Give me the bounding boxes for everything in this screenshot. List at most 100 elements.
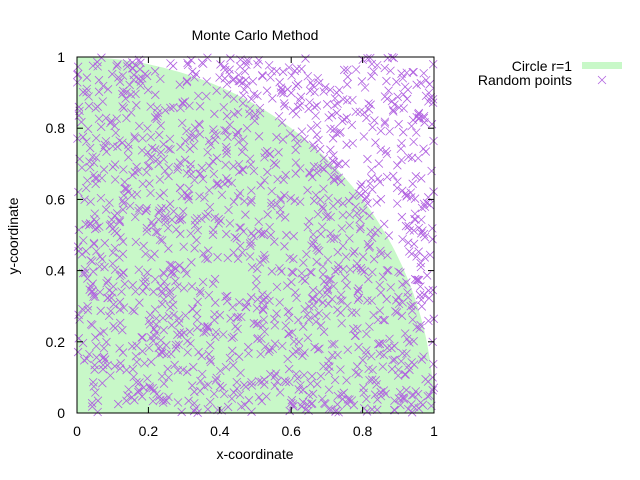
random-point <box>286 194 295 203</box>
random-point <box>127 190 137 200</box>
random-point <box>315 344 324 353</box>
random-point <box>99 143 109 153</box>
random-point <box>125 80 134 90</box>
random-point <box>141 282 151 292</box>
random-point <box>148 396 158 406</box>
random-point <box>151 90 160 100</box>
random-point <box>103 85 113 94</box>
random-point <box>232 384 242 393</box>
y-tick-labels: 0 0.2 0.4 0.6 0.8 1 <box>46 49 66 421</box>
random-point <box>156 121 166 130</box>
random-point <box>336 365 345 374</box>
random-point <box>89 170 99 180</box>
random-point <box>344 196 354 206</box>
random-point <box>245 104 255 114</box>
random-point <box>222 149 231 159</box>
random-point <box>202 91 211 101</box>
random-point <box>424 97 433 106</box>
random-point <box>88 61 98 71</box>
random-point <box>419 352 428 361</box>
random-point <box>98 97 108 106</box>
random-point <box>127 392 137 402</box>
random-point <box>271 369 281 378</box>
random-point <box>185 327 195 336</box>
random-point <box>424 293 434 303</box>
random-point <box>180 155 190 165</box>
random-point <box>330 124 339 134</box>
random-point <box>322 311 331 321</box>
y-tick-label: 0 <box>57 405 65 421</box>
random-point <box>402 190 412 200</box>
random-point <box>234 159 244 169</box>
random-point <box>296 92 306 102</box>
random-point <box>289 337 299 346</box>
random-point <box>94 75 104 85</box>
random-point <box>269 158 279 168</box>
random-point <box>235 298 244 307</box>
random-point <box>216 366 225 376</box>
random-point <box>319 327 329 337</box>
random-point <box>367 375 377 384</box>
random-point <box>147 217 156 227</box>
random-point <box>324 193 333 203</box>
random-point <box>298 351 307 361</box>
random-point <box>374 159 384 168</box>
random-point <box>118 71 128 80</box>
random-point <box>188 362 198 372</box>
random-point <box>182 367 192 377</box>
random-point <box>259 375 269 385</box>
random-point <box>155 349 164 359</box>
random-point <box>118 102 127 111</box>
random-point <box>357 180 366 189</box>
random-point <box>354 342 363 352</box>
random-point <box>312 101 322 110</box>
random-point <box>351 368 360 377</box>
random-point <box>376 246 385 256</box>
random-point <box>158 289 167 298</box>
random-point <box>380 315 389 325</box>
random-point <box>258 230 268 239</box>
random-point <box>187 55 196 65</box>
random-point <box>157 299 167 309</box>
random-point <box>318 204 328 214</box>
random-point <box>97 254 107 264</box>
random-point <box>230 232 240 242</box>
random-point <box>419 68 429 78</box>
random-point <box>90 360 99 370</box>
random-point <box>227 333 237 343</box>
random-point <box>178 98 187 107</box>
random-point <box>354 284 364 293</box>
random-point <box>384 231 394 240</box>
random-point <box>352 209 362 218</box>
random-point <box>177 407 186 417</box>
random-point <box>423 391 433 401</box>
random-point <box>79 356 89 365</box>
random-point <box>307 371 317 381</box>
random-point <box>411 172 421 181</box>
random-point <box>247 186 256 195</box>
random-point <box>416 174 426 183</box>
random-point <box>111 128 121 138</box>
random-point <box>122 58 132 68</box>
random-point <box>327 110 337 120</box>
random-point <box>294 345 304 355</box>
random-point <box>376 288 386 297</box>
random-point <box>330 94 340 103</box>
random-point <box>324 356 334 366</box>
random-point <box>365 179 375 188</box>
random-point <box>367 59 377 69</box>
random-point <box>424 316 433 326</box>
random-point <box>291 109 301 119</box>
random-point <box>350 247 359 256</box>
random-point <box>125 201 135 211</box>
random-point <box>277 267 286 276</box>
random-point <box>143 85 153 95</box>
random-point <box>307 294 317 303</box>
random-point <box>182 77 192 87</box>
random-point <box>334 173 344 183</box>
random-point <box>143 124 152 133</box>
random-point <box>274 111 284 121</box>
random-point <box>164 373 173 382</box>
random-point <box>235 223 244 232</box>
random-point <box>278 67 288 77</box>
